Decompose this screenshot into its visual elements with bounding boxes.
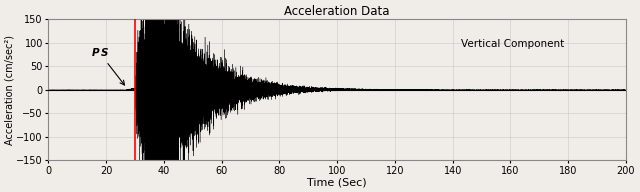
- X-axis label: Time (Sec): Time (Sec): [307, 177, 367, 187]
- Text: P: P: [92, 48, 100, 58]
- Title: Acceleration Data: Acceleration Data: [284, 5, 390, 18]
- Y-axis label: Acceleration (cm/sec²): Acceleration (cm/sec²): [5, 35, 15, 145]
- Text: Vertical Component: Vertical Component: [461, 39, 564, 49]
- Text: S: S: [101, 48, 109, 58]
